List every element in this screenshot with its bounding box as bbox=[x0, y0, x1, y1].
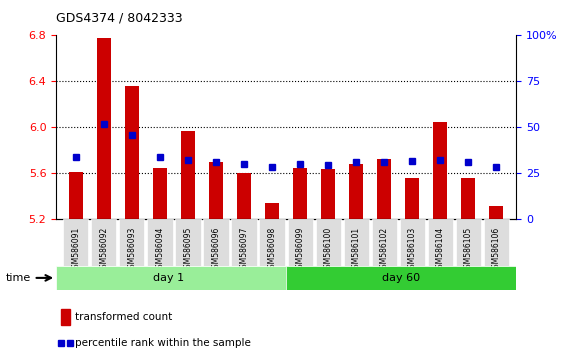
Bar bbox=[405, 178, 420, 219]
Text: transformed count: transformed count bbox=[75, 312, 172, 322]
Text: day 60: day 60 bbox=[382, 273, 420, 283]
Text: GSM586105: GSM586105 bbox=[464, 227, 473, 273]
Text: GSM586099: GSM586099 bbox=[296, 227, 305, 273]
Text: GDS4374 / 8042333: GDS4374 / 8042333 bbox=[56, 12, 183, 25]
Bar bbox=[237, 173, 251, 219]
Bar bbox=[433, 122, 447, 219]
Bar bbox=[61, 309, 70, 325]
Bar bbox=[68, 172, 83, 219]
Bar bbox=[153, 168, 167, 219]
Text: GSM586092: GSM586092 bbox=[99, 227, 108, 273]
Text: GSM586097: GSM586097 bbox=[240, 227, 249, 273]
Text: GSM586096: GSM586096 bbox=[211, 227, 220, 273]
Text: GSM586102: GSM586102 bbox=[380, 227, 389, 273]
Bar bbox=[181, 131, 195, 219]
FancyBboxPatch shape bbox=[399, 219, 425, 266]
FancyBboxPatch shape bbox=[119, 219, 145, 266]
Bar bbox=[125, 86, 139, 219]
Text: time: time bbox=[6, 273, 31, 283]
FancyBboxPatch shape bbox=[232, 219, 257, 266]
Text: GSM586100: GSM586100 bbox=[324, 227, 333, 273]
Text: GSM586104: GSM586104 bbox=[436, 227, 445, 273]
Text: GSM586095: GSM586095 bbox=[183, 227, 192, 273]
Text: GSM586098: GSM586098 bbox=[268, 227, 277, 273]
Bar bbox=[209, 162, 223, 219]
FancyBboxPatch shape bbox=[203, 219, 229, 266]
Bar bbox=[321, 169, 335, 219]
Text: GSM586101: GSM586101 bbox=[352, 227, 361, 273]
FancyBboxPatch shape bbox=[91, 219, 117, 266]
FancyBboxPatch shape bbox=[175, 219, 201, 266]
FancyBboxPatch shape bbox=[315, 219, 341, 266]
FancyBboxPatch shape bbox=[428, 219, 453, 266]
Text: GSM586106: GSM586106 bbox=[492, 227, 501, 273]
Bar bbox=[349, 164, 364, 219]
FancyBboxPatch shape bbox=[147, 219, 173, 266]
FancyBboxPatch shape bbox=[456, 219, 481, 266]
Text: GSM586091: GSM586091 bbox=[71, 227, 80, 273]
FancyBboxPatch shape bbox=[484, 219, 509, 266]
Text: percentile rank within the sample: percentile rank within the sample bbox=[75, 338, 250, 348]
FancyBboxPatch shape bbox=[286, 266, 516, 290]
Text: GSM586094: GSM586094 bbox=[155, 227, 164, 273]
FancyBboxPatch shape bbox=[56, 266, 300, 290]
Text: day 1: day 1 bbox=[153, 273, 184, 283]
FancyBboxPatch shape bbox=[371, 219, 397, 266]
Bar bbox=[489, 206, 504, 219]
Bar bbox=[97, 38, 111, 219]
FancyBboxPatch shape bbox=[343, 219, 369, 266]
FancyBboxPatch shape bbox=[287, 219, 313, 266]
FancyBboxPatch shape bbox=[259, 219, 284, 266]
FancyBboxPatch shape bbox=[63, 219, 89, 266]
Bar bbox=[293, 168, 307, 219]
Bar bbox=[461, 178, 475, 219]
Bar bbox=[265, 204, 279, 219]
Text: GSM586103: GSM586103 bbox=[408, 227, 417, 273]
Text: GSM586093: GSM586093 bbox=[127, 227, 136, 273]
Bar bbox=[377, 159, 392, 219]
